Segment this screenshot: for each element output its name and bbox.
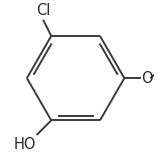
Text: Cl: Cl: [36, 3, 50, 18]
Text: HO: HO: [13, 137, 36, 152]
Text: O: O: [141, 71, 153, 86]
